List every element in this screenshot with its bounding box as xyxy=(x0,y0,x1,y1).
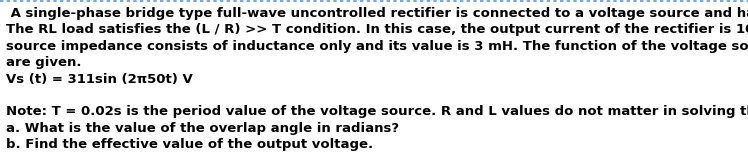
Text: source impedance consists of inductance only and its value is 3 mH. The function: source impedance consists of inductance … xyxy=(6,40,748,53)
Text: Vs (t) = 311sin (2π50t) V: Vs (t) = 311sin (2π50t) V xyxy=(6,73,193,86)
Text: The RL load satisfies the (L / R) >> T condition. In this case, the output curre: The RL load satisfies the (L / R) >> T c… xyxy=(6,23,748,36)
Text: Note: T = 0.02s is the period value of the voltage source. R and L values do not: Note: T = 0.02s is the period value of t… xyxy=(6,105,748,118)
Text: a. What is the value of the overlap angle in radians?: a. What is the value of the overlap angl… xyxy=(6,122,399,135)
Text: b. Find the effective value of the output voltage.: b. Find the effective value of the outpu… xyxy=(6,138,373,151)
Text: are given.: are given. xyxy=(6,56,82,69)
Text: A single-phase bridge type full-wave uncontrolled rectifier is connected to a vo: A single-phase bridge type full-wave unc… xyxy=(6,7,748,20)
